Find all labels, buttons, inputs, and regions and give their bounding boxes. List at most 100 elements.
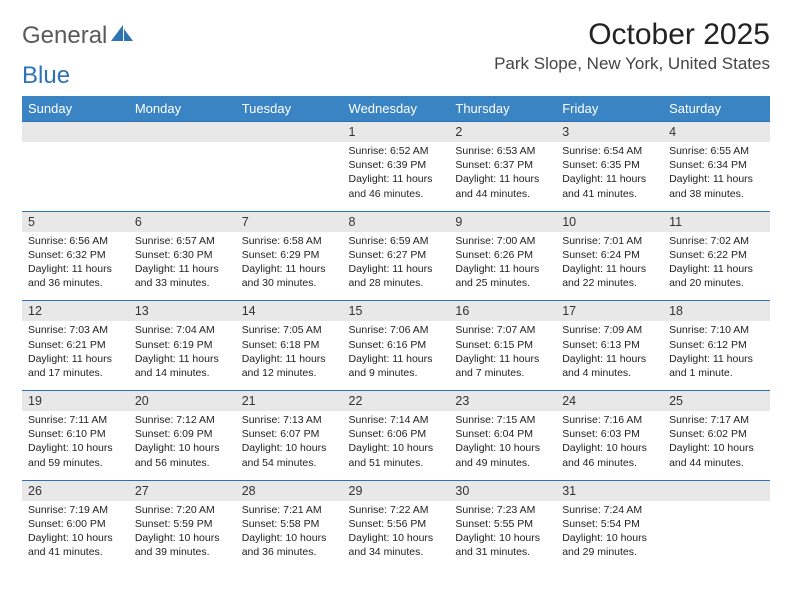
weekday-friday: Friday: [556, 96, 663, 121]
day-detail: Sunrise: 7:16 AMSunset: 6:03 PMDaylight:…: [556, 411, 663, 480]
detail-d2: and 14 minutes.: [135, 366, 230, 380]
daynum: 19: [22, 391, 129, 411]
day-detail: Sunrise: 7:20 AMSunset: 5:59 PMDaylight:…: [129, 501, 236, 570]
detail-sr: Sunrise: 6:55 AM: [669, 144, 764, 158]
weekday-saturday: Saturday: [663, 96, 770, 121]
detail-sr: Sunrise: 7:11 AM: [28, 413, 123, 427]
detail-d2: and 38 minutes.: [669, 187, 764, 201]
detail-d2: and 28 minutes.: [349, 276, 444, 290]
detail-d2: and 12 minutes.: [242, 366, 337, 380]
daynum: [236, 122, 343, 142]
detail-sr: Sunrise: 7:13 AM: [242, 413, 337, 427]
detail-sr: Sunrise: 7:16 AM: [562, 413, 657, 427]
day-detail: Sunrise: 7:14 AMSunset: 6:06 PMDaylight:…: [343, 411, 450, 480]
day-detail: Sunrise: 7:15 AMSunset: 6:04 PMDaylight:…: [449, 411, 556, 480]
detail-sr: Sunrise: 7:20 AM: [135, 503, 230, 517]
detail-sr: Sunrise: 6:56 AM: [28, 234, 123, 248]
daynum: 30: [449, 481, 556, 501]
weekday-thursday: Thursday: [449, 96, 556, 121]
detail-d2: and 36 minutes.: [28, 276, 123, 290]
detail-sr: Sunrise: 7:07 AM: [455, 323, 550, 337]
weekday-tuesday: Tuesday: [236, 96, 343, 121]
detail-ss: Sunset: 6:35 PM: [562, 158, 657, 172]
detail-ss: Sunset: 5:59 PM: [135, 517, 230, 531]
detail-d1: Daylight: 11 hours: [455, 172, 550, 186]
week-0-details: Sunrise: 6:52 AMSunset: 6:39 PMDaylight:…: [22, 142, 770, 211]
detail-d2: and 31 minutes.: [455, 545, 550, 559]
weekday-wednesday: Wednesday: [343, 96, 450, 121]
weekday-sunday: Sunday: [22, 96, 129, 121]
daynum: 10: [556, 212, 663, 232]
detail-d1: Daylight: 11 hours: [242, 262, 337, 276]
detail-d2: and 7 minutes.: [455, 366, 550, 380]
daynum: [663, 481, 770, 501]
detail-d1: Daylight: 11 hours: [455, 262, 550, 276]
detail-d2: and 49 minutes.: [455, 456, 550, 470]
day-detail: Sunrise: 7:21 AMSunset: 5:58 PMDaylight:…: [236, 501, 343, 570]
detail-sr: Sunrise: 7:12 AM: [135, 413, 230, 427]
detail-ss: Sunset: 6:32 PM: [28, 248, 123, 262]
detail-d2: and 39 minutes.: [135, 545, 230, 559]
detail-d1: Daylight: 10 hours: [349, 531, 444, 545]
month-title: October 2025: [494, 18, 770, 52]
detail-sr: Sunrise: 6:52 AM: [349, 144, 444, 158]
detail-sr: Sunrise: 7:21 AM: [242, 503, 337, 517]
detail-d2: and 46 minutes.: [562, 456, 657, 470]
daynum: 11: [663, 212, 770, 232]
day-detail: Sunrise: 6:53 AMSunset: 6:37 PMDaylight:…: [449, 142, 556, 211]
detail-d2: and 59 minutes.: [28, 456, 123, 470]
detail-ss: Sunset: 6:10 PM: [28, 427, 123, 441]
week-4-details: Sunrise: 7:19 AMSunset: 6:00 PMDaylight:…: [22, 501, 770, 570]
detail-sr: Sunrise: 7:03 AM: [28, 323, 123, 337]
detail-ss: Sunset: 5:55 PM: [455, 517, 550, 531]
detail-sr: Sunrise: 6:59 AM: [349, 234, 444, 248]
day-detail: Sunrise: 7:23 AMSunset: 5:55 PMDaylight:…: [449, 501, 556, 570]
detail-d1: Daylight: 11 hours: [349, 352, 444, 366]
detail-sr: Sunrise: 7:02 AM: [669, 234, 764, 248]
detail-ss: Sunset: 6:06 PM: [349, 427, 444, 441]
day-detail: Sunrise: 7:17 AMSunset: 6:02 PMDaylight:…: [663, 411, 770, 480]
detail-d1: Daylight: 11 hours: [669, 172, 764, 186]
day-detail: [236, 142, 343, 211]
detail-d1: Daylight: 11 hours: [562, 352, 657, 366]
daynum: 23: [449, 391, 556, 411]
daynum: 22: [343, 391, 450, 411]
day-detail: Sunrise: 7:19 AMSunset: 6:00 PMDaylight:…: [22, 501, 129, 570]
detail-d2: and 9 minutes.: [349, 366, 444, 380]
day-detail: Sunrise: 7:00 AMSunset: 6:26 PMDaylight:…: [449, 232, 556, 301]
daynum: 12: [22, 301, 129, 321]
daynum: 16: [449, 301, 556, 321]
detail-ss: Sunset: 6:34 PM: [669, 158, 764, 172]
daynum: 13: [129, 301, 236, 321]
detail-ss: Sunset: 6:26 PM: [455, 248, 550, 262]
detail-d2: and 4 minutes.: [562, 366, 657, 380]
detail-d2: and 33 minutes.: [135, 276, 230, 290]
detail-ss: Sunset: 6:12 PM: [669, 338, 764, 352]
day-detail: Sunrise: 6:56 AMSunset: 6:32 PMDaylight:…: [22, 232, 129, 301]
detail-sr: Sunrise: 7:22 AM: [349, 503, 444, 517]
detail-ss: Sunset: 6:21 PM: [28, 338, 123, 352]
detail-ss: Sunset: 5:54 PM: [562, 517, 657, 531]
detail-d2: and 56 minutes.: [135, 456, 230, 470]
detail-ss: Sunset: 6:16 PM: [349, 338, 444, 352]
detail-sr: Sunrise: 7:19 AM: [28, 503, 123, 517]
detail-d2: and 34 minutes.: [349, 545, 444, 559]
detail-d2: and 29 minutes.: [562, 545, 657, 559]
detail-sr: Sunrise: 7:15 AM: [455, 413, 550, 427]
detail-sr: Sunrise: 7:09 AM: [562, 323, 657, 337]
detail-ss: Sunset: 6:27 PM: [349, 248, 444, 262]
detail-ss: Sunset: 6:37 PM: [455, 158, 550, 172]
day-detail: Sunrise: 7:09 AMSunset: 6:13 PMDaylight:…: [556, 321, 663, 390]
day-detail: Sunrise: 6:58 AMSunset: 6:29 PMDaylight:…: [236, 232, 343, 301]
day-detail: Sunrise: 7:22 AMSunset: 5:56 PMDaylight:…: [343, 501, 450, 570]
daynum: 8: [343, 212, 450, 232]
detail-sr: Sunrise: 7:04 AM: [135, 323, 230, 337]
logo: General: [22, 18, 137, 50]
detail-ss: Sunset: 6:24 PM: [562, 248, 657, 262]
logo-sail-icon: [111, 22, 135, 50]
detail-d2: and 46 minutes.: [349, 187, 444, 201]
day-detail: [22, 142, 129, 211]
detail-d2: and 44 minutes.: [455, 187, 550, 201]
detail-sr: Sunrise: 7:06 AM: [349, 323, 444, 337]
day-detail: Sunrise: 6:57 AMSunset: 6:30 PMDaylight:…: [129, 232, 236, 301]
